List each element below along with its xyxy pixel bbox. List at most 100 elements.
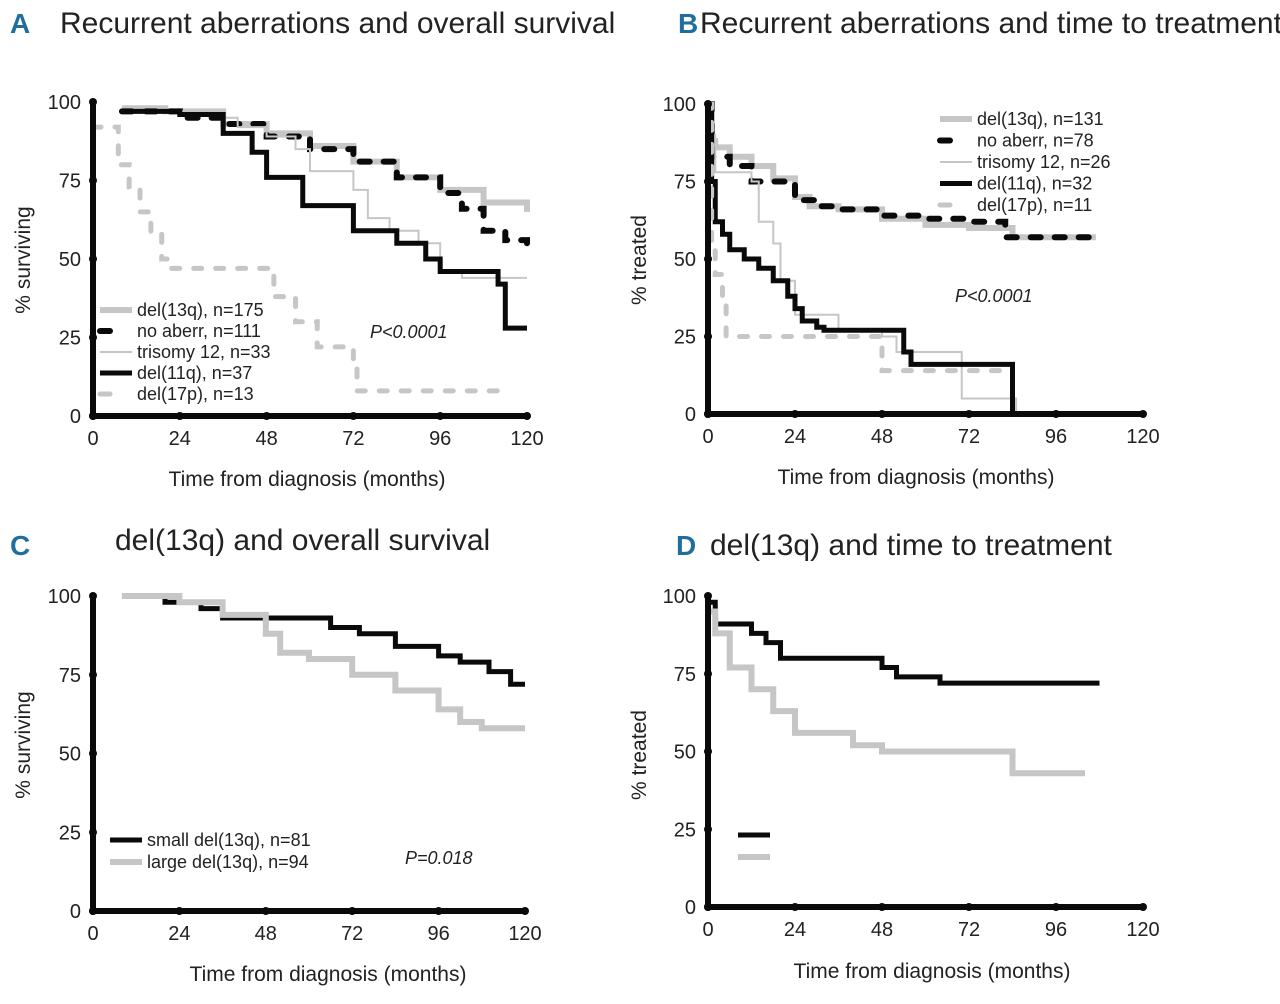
x-tick-label: 24 (784, 426, 806, 448)
panel-title: del(13q) and time to treatment (710, 529, 1113, 562)
series-line-0 (121, 105, 530, 212)
legend-label: no aberr, n=111 (137, 321, 261, 341)
y-tick-label: 100 (663, 94, 696, 116)
y-tick-label: 50 (59, 744, 81, 766)
y-tick-label: 25 (674, 819, 696, 841)
panel-title: Recurrent aberrations and time to treatm… (700, 7, 1280, 40)
panel-title: Recurrent aberrations and overall surviv… (60, 7, 615, 40)
y-tick-label: 0 (685, 404, 696, 426)
x-tick-mark (1139, 903, 1147, 911)
legend-label: trisomy 12, n=33 (137, 342, 271, 362)
x-tick-mark (878, 410, 886, 418)
series-line-0 (708, 599, 1100, 686)
y-tick-mark (704, 825, 712, 834)
y-tick-mark (704, 592, 712, 600)
y-tick-label: 50 (674, 742, 696, 764)
y-axis-label: % treated (628, 710, 651, 800)
legend-label: del(11q), n=32 (977, 174, 1092, 194)
x-tick-label: 48 (871, 426, 893, 448)
x-tick-label: 48 (255, 923, 277, 945)
legend-label: small del(13q), n=81 (147, 830, 311, 850)
y-tick-mark (704, 332, 712, 341)
series-line-1 (118, 108, 530, 247)
x-tick-mark (262, 412, 271, 420)
x-tick-label: 48 (871, 919, 893, 941)
y-tick-label: 75 (59, 665, 81, 687)
y-axis-label: % surviving (12, 206, 35, 313)
legend-label: del(13q), n=131 (977, 109, 1104, 129)
x-tick-label: 96 (429, 428, 451, 450)
series-line-1 (708, 608, 1085, 777)
y-tick-mark (89, 98, 97, 106)
x-tick-label: 24 (169, 428, 191, 450)
panel-letter: D (676, 530, 696, 561)
x-tick-label: 0 (702, 426, 713, 448)
y-tick-label: 75 (674, 172, 696, 194)
x-tick-mark (175, 412, 184, 420)
x-tick-label: 0 (87, 923, 98, 945)
panel-letter: A (10, 8, 30, 39)
series-line-3 (708, 101, 1015, 414)
x-tick-label: 72 (958, 919, 980, 941)
p-value-annotation: P<0.0001 (370, 322, 448, 342)
legend-label: del(17p), n=13 (137, 384, 254, 404)
x-tick-label: 120 (1126, 919, 1159, 941)
y-tick-mark (704, 903, 712, 911)
y-tick-mark (89, 176, 97, 185)
y-tick-mark (89, 749, 97, 758)
y-tick-mark (704, 255, 712, 263)
x-tick-mark (175, 907, 184, 915)
y-tick-mark (89, 255, 97, 263)
x-tick-mark (965, 903, 973, 911)
x-tick-label: 0 (87, 428, 98, 450)
series-line-0 (708, 101, 1096, 241)
series-line-1 (705, 101, 1096, 241)
x-tick-mark (791, 410, 799, 418)
x-tick-mark (1139, 410, 1147, 418)
y-tick-label: 50 (59, 249, 81, 271)
y-tick-label: 100 (48, 586, 81, 608)
legend-label: large del(13q), n=94 (147, 852, 309, 872)
legend-label: no aberr, n=78 (977, 131, 1094, 151)
x-tick-label: 0 (702, 919, 713, 941)
y-tick-label: 25 (59, 328, 81, 350)
y-tick-label: 50 (674, 249, 696, 271)
x-tick-mark (965, 410, 973, 418)
x-tick-mark (261, 907, 270, 915)
x-tick-mark (348, 907, 357, 915)
y-axis-label: % treated (628, 215, 651, 305)
series-line-3 (121, 108, 527, 331)
x-tick-label: 96 (1045, 426, 1067, 448)
x-tick-label: 48 (255, 428, 277, 450)
y-tick-mark (89, 412, 97, 420)
x-tick-label: 24 (784, 919, 806, 941)
y-tick-mark (704, 747, 712, 756)
x-tick-label: 72 (342, 428, 364, 450)
legend-label: del(13q), n=175 (137, 300, 264, 320)
y-tick-label: 75 (59, 171, 81, 193)
panel-B: B Recurrent aberrations and time to treat… (628, 7, 1280, 489)
y-tick-label: 0 (70, 901, 81, 923)
x-tick-label: 24 (168, 923, 190, 945)
y-tick-label: 25 (59, 822, 81, 844)
x-axis-label: Time from diagnosis (months) (778, 466, 1055, 489)
y-tick-label: 75 (674, 664, 696, 686)
x-tick-mark (523, 412, 531, 420)
legend-label: del(17p), n=11 (977, 195, 1092, 215)
x-tick-label: 72 (958, 426, 980, 448)
x-tick-label: 120 (1126, 426, 1159, 448)
x-axis-label: Time from diagnosis (months) (190, 963, 467, 986)
x-tick-mark (434, 907, 443, 915)
y-tick-mark (704, 100, 712, 108)
x-tick-mark (1052, 903, 1060, 911)
series-line-0 (136, 593, 525, 687)
y-tick-label: 100 (48, 92, 81, 114)
y-tick-mark (89, 907, 97, 915)
y-tick-label: 0 (685, 897, 696, 919)
x-tick-label: 120 (508, 923, 541, 945)
x-tick-label: 96 (427, 923, 449, 945)
x-tick-mark (436, 412, 445, 420)
